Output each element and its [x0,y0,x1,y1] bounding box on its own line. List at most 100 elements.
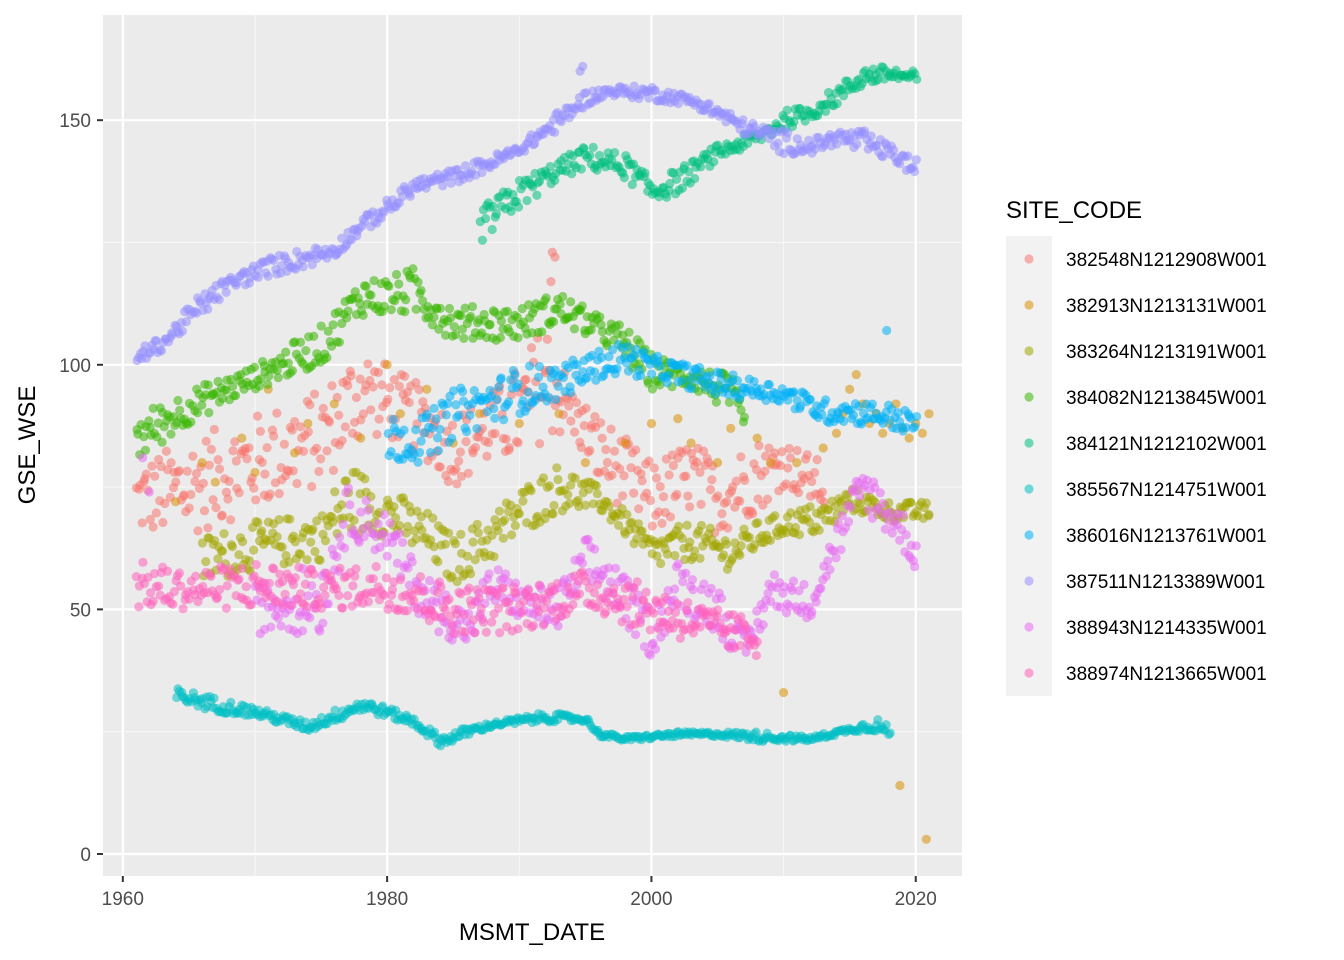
data-point [910,562,920,572]
data-point [275,569,285,579]
data-point [642,488,652,498]
data-point [831,428,842,438]
data-point [546,277,556,287]
data-point [401,295,411,305]
data-point [140,445,151,455]
data-point [778,687,789,698]
data-point [265,489,275,499]
data-point [604,352,614,362]
data-point [379,301,389,311]
data-point [244,443,254,453]
data-point [581,403,591,413]
data-point [600,607,611,617]
data-point [467,600,477,610]
data-point [658,492,669,502]
data-point [227,381,238,392]
data-point [204,408,214,418]
data-point [201,436,211,446]
data-point [601,444,611,455]
data-point [805,502,815,512]
data-point [395,409,405,419]
data-point [318,403,328,413]
data-point [324,417,335,427]
data-point [254,381,264,391]
data-point [217,510,227,520]
data-point [300,579,310,589]
data-point [425,447,436,458]
data-point [854,401,864,411]
data-point [681,568,691,578]
data-point [308,524,318,534]
data-point [566,297,576,307]
data-point [418,586,428,596]
data-point [817,409,827,420]
data-point [707,620,717,630]
data-point [241,582,251,592]
data-point [277,542,287,552]
data-point [443,528,454,538]
data-point [651,473,662,483]
data-point [431,414,441,424]
data-point [542,596,552,606]
data-point [775,460,786,471]
data-point [569,324,580,334]
data-point [555,427,565,437]
data-point [263,379,273,389]
data-point [371,562,381,572]
data-point [348,581,358,591]
data-point [359,532,369,542]
data-point [272,408,282,418]
legend-label: 386016N1213761W001 [1066,526,1267,547]
data-point [628,592,638,602]
data-point [567,169,577,179]
data-point [204,460,214,470]
data-point [617,617,627,627]
data-point [637,476,647,486]
data-point [889,145,899,155]
data-point [670,550,680,561]
data-point [295,422,306,432]
data-point [610,148,620,158]
data-point [673,413,683,424]
data-point [451,464,461,474]
data-point [290,448,300,458]
data-point [460,303,470,313]
data-point [724,397,734,407]
data-point [134,602,144,612]
series-388974N1213665W001 [131,557,762,661]
data-point [518,496,528,506]
data-point [784,601,794,611]
data-point [394,381,405,391]
data-point [355,298,365,309]
data-point [754,441,764,451]
data-point [740,475,750,485]
data-point [707,475,717,485]
data-point [314,466,324,477]
data-point [404,397,414,408]
data-point [287,425,297,435]
data-point [295,589,306,599]
data-point [414,447,425,458]
legend-label: 382548N1212908W001 [1066,250,1267,271]
data-point [873,715,883,725]
data-point [154,454,164,465]
data-point [343,483,354,493]
data-point [513,438,523,448]
data-point [137,518,147,528]
data-point [212,592,223,602]
data-point [197,400,207,410]
data-point [694,362,705,373]
data-point [320,536,331,546]
data-point [572,360,582,370]
data-point [787,585,797,596]
data-point [596,418,606,428]
data-point [555,299,565,309]
data-point [413,277,423,287]
data-point [753,518,763,528]
data-point [385,383,395,393]
data-point [513,624,523,634]
legend-label: 385567N1214751W001 [1066,480,1267,501]
data-point [793,488,804,498]
data-point [570,473,580,483]
data-point [468,537,478,547]
